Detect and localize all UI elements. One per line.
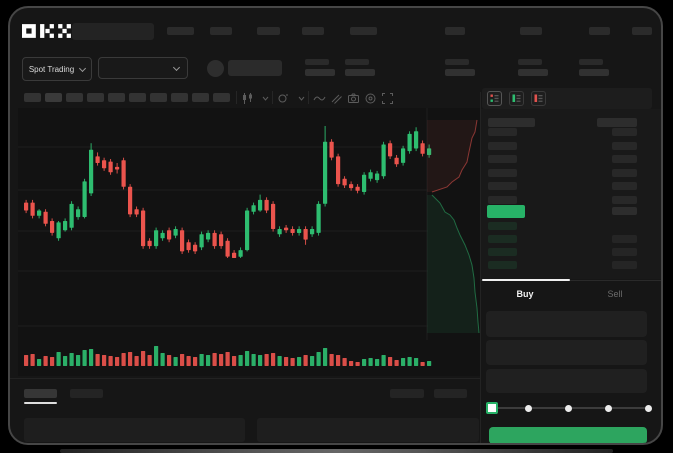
trade-tabs-divider <box>481 280 661 281</box>
panel-divider <box>480 92 481 443</box>
chevron-down-icon <box>172 63 181 71</box>
app-window: Spot Trading <box>8 6 663 445</box>
timeframe-chip[interactable] <box>129 93 146 102</box>
okx-logo[interactable] <box>22 24 72 38</box>
timeframe-chip[interactable] <box>171 93 188 102</box>
orders-row-placeholder <box>24 418 245 442</box>
nav-item[interactable] <box>350 27 377 35</box>
timeframe-chip[interactable] <box>66 93 83 102</box>
nav-item[interactable] <box>445 27 465 35</box>
market-type-dropdown[interactable]: Spot Trading <box>22 57 92 81</box>
orders-action[interactable] <box>390 389 424 398</box>
timeframe-chip[interactable] <box>87 93 104 102</box>
nav-item[interactable] <box>167 27 194 35</box>
chevron-down-icon <box>79 64 87 72</box>
fullscreen-icon[interactable] <box>381 92 394 105</box>
book-combined-view-icon[interactable] <box>487 91 502 106</box>
timeframe-chip[interactable] <box>24 93 41 102</box>
timeframe-chip[interactable] <box>213 93 230 102</box>
amount-slider[interactable] <box>486 400 652 416</box>
ticker-stat <box>305 59 335 76</box>
book-bids-view-icon[interactable] <box>509 91 524 106</box>
nav-item[interactable] <box>520 27 542 35</box>
chevron-down-icon[interactable] <box>259 92 272 105</box>
orders-row-placeholder <box>257 418 479 442</box>
nav-item[interactable] <box>257 27 280 35</box>
nav-item[interactable] <box>632 27 652 35</box>
nav-item[interactable] <box>302 27 324 35</box>
settings-icon[interactable] <box>364 92 377 105</box>
book-toolbar-bg <box>482 88 652 109</box>
slider-stop[interactable] <box>605 405 612 412</box>
ticker-stat <box>579 59 609 76</box>
pair-dropdown[interactable] <box>98 57 188 79</box>
ticker-stat <box>445 59 475 76</box>
coin-avatar <box>207 60 224 77</box>
screenshot-icon[interactable] <box>347 92 360 105</box>
order-book-bg <box>481 109 661 279</box>
indicators-icon[interactable] <box>313 92 326 105</box>
nav-item[interactable] <box>589 27 610 35</box>
orders-tab[interactable] <box>70 389 103 398</box>
book-asks-view-icon[interactable] <box>531 91 546 106</box>
buy-button[interactable] <box>489 427 647 443</box>
ticker-stat <box>345 59 375 76</box>
tab-buy[interactable]: Buy <box>516 289 534 299</box>
timeframe-chip[interactable] <box>108 93 125 102</box>
ticker-stat <box>518 59 548 76</box>
search-input[interactable] <box>72 23 154 40</box>
slider-stop[interactable] <box>525 405 532 412</box>
timeframe-chip[interactable] <box>192 93 209 102</box>
chevron-down-icon[interactable] <box>295 92 308 105</box>
slider-stop[interactable] <box>565 405 572 412</box>
compare-icon[interactable] <box>277 92 290 105</box>
drawing-tools-icon[interactable] <box>330 92 343 105</box>
timeframe-chip[interactable] <box>45 93 62 102</box>
amount-input[interactable] <box>486 340 647 365</box>
divider <box>10 378 480 379</box>
total-input[interactable] <box>486 369 647 393</box>
candlestick-chart[interactable] <box>18 108 480 376</box>
active-tab-underline <box>24 402 57 404</box>
slider-stop[interactable] <box>645 405 652 412</box>
candle-style-icon[interactable] <box>241 92 254 105</box>
orders-tab-active[interactable] <box>24 389 57 398</box>
price-input[interactable] <box>486 311 647 337</box>
mockup-stand <box>60 449 613 453</box>
buy-tab-indicator <box>482 279 570 281</box>
tab-sell[interactable]: Sell <box>607 289 623 299</box>
orders-action[interactable] <box>434 389 467 398</box>
timeframe-chip[interactable] <box>150 93 167 102</box>
nav-item[interactable] <box>210 27 232 35</box>
market-type-label: Spot Trading <box>28 64 75 74</box>
pair-name-placeholder <box>228 60 282 76</box>
slider-handle[interactable] <box>486 402 498 414</box>
